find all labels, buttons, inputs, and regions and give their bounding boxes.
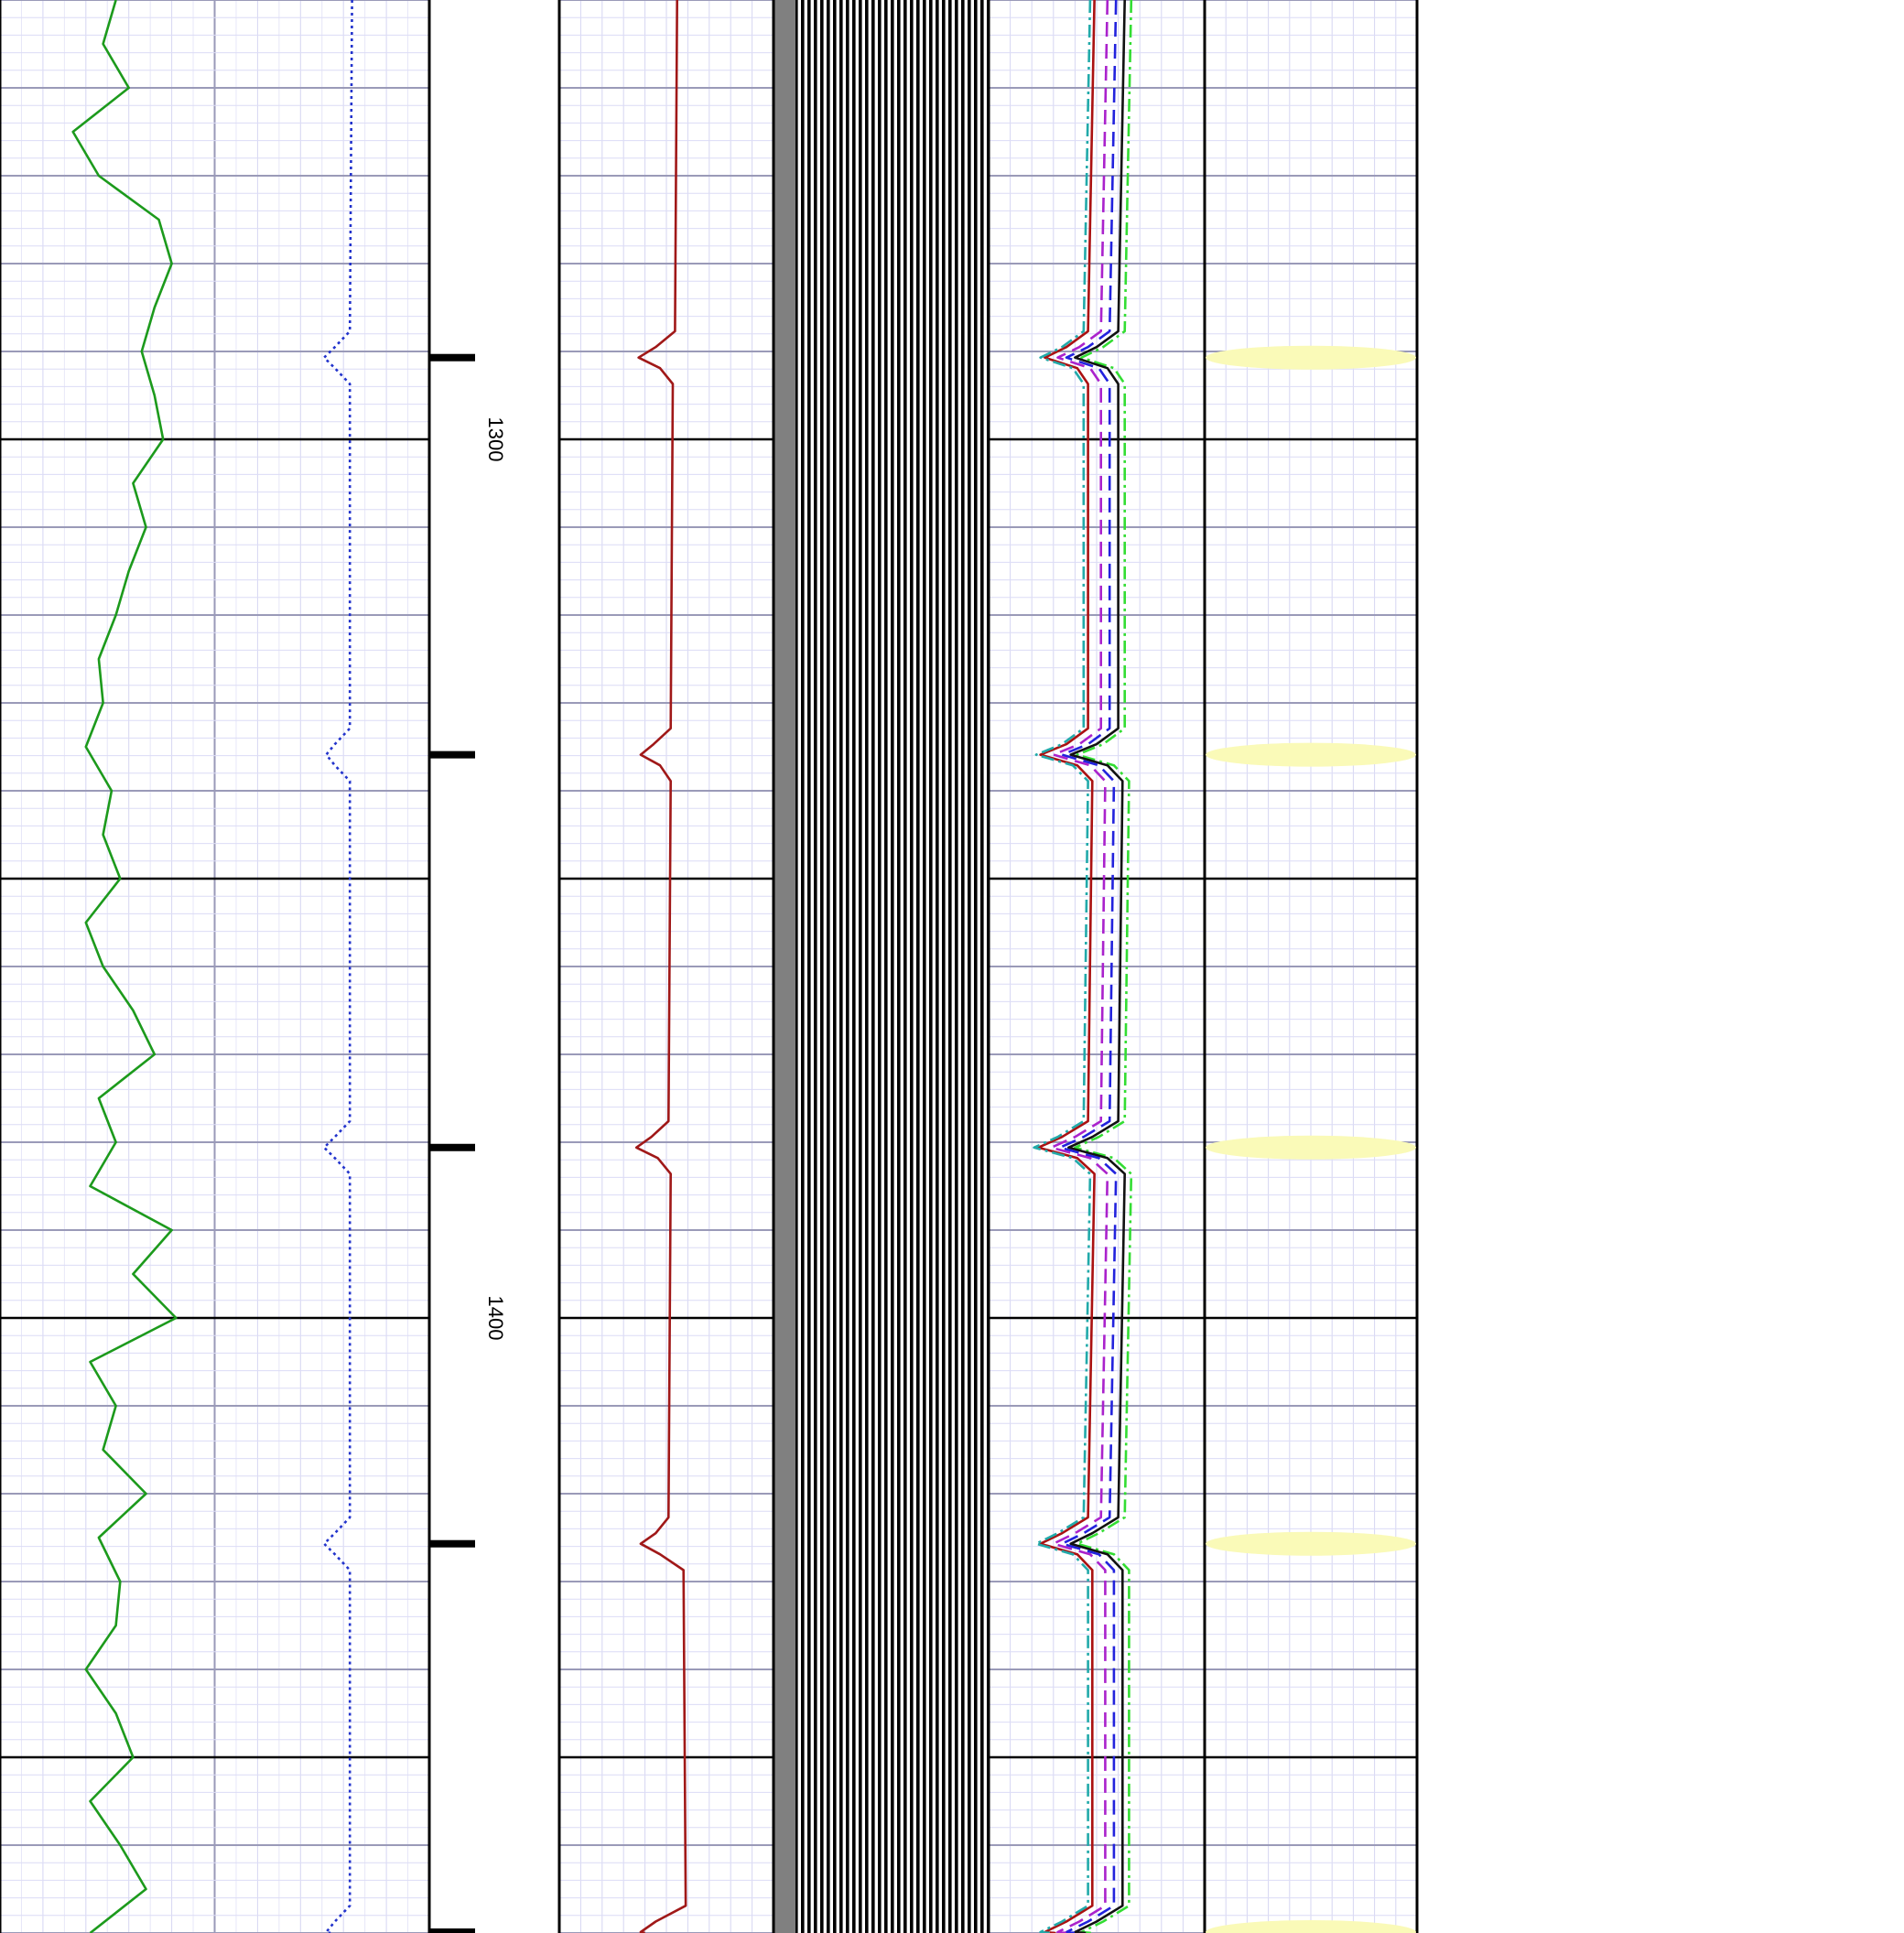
depth-marker [429,1928,475,1933]
log-curve [1050,0,1109,1933]
log-curve [1033,0,1092,1933]
image-gap [774,0,795,1933]
log-curve [1037,0,1096,1933]
event-marker [1206,345,1416,370]
marks: 1300 1400 [71,0,1416,1933]
log-curve [634,0,687,1933]
log-curve [1074,0,1133,1933]
depth-marker [429,353,475,362]
depth-label: 1300 [484,417,507,462]
log-curve [1058,0,1118,1933]
log-curve [71,0,178,1933]
depth-marker [429,751,475,759]
log-curve [1067,0,1126,1933]
event-marker [1206,1531,1416,1556]
depth-label: 1400 [484,1296,507,1341]
image-track [795,0,989,1933]
event-marker [1206,1920,1416,1933]
grid [0,0,1419,1933]
depth-marker [429,1143,475,1151]
depth-marker [429,1539,475,1548]
event-marker [1206,742,1416,767]
event-marker [1206,1135,1416,1160]
